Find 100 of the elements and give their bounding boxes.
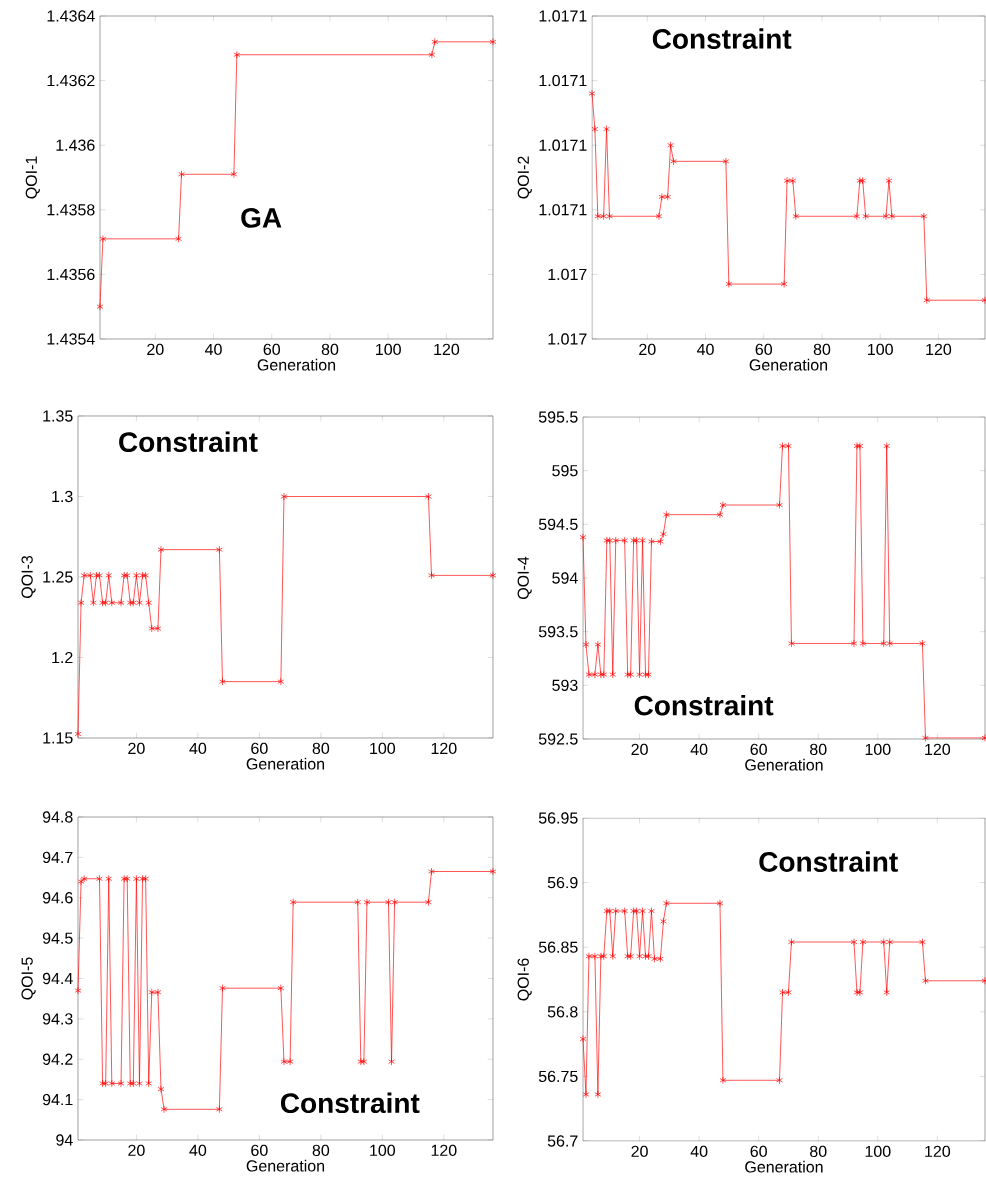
point xyxy=(585,670,593,679)
point xyxy=(630,536,637,545)
y-axis-title: QOI-4 xyxy=(517,556,532,600)
point xyxy=(99,598,106,607)
point xyxy=(658,193,666,201)
point xyxy=(776,501,783,509)
point xyxy=(603,125,610,133)
point xyxy=(74,730,82,738)
point xyxy=(233,50,241,59)
point xyxy=(862,212,869,221)
y-tick-label: 1.0171 xyxy=(539,139,587,151)
x-tick-label: 100 xyxy=(865,1145,891,1158)
point xyxy=(719,501,727,509)
point xyxy=(99,235,107,243)
x-tick-label: 60 xyxy=(750,1145,767,1158)
y-tick-label: 56.8 xyxy=(547,1006,578,1018)
point xyxy=(788,938,795,946)
point xyxy=(154,624,162,633)
y-tick-label: 94 xyxy=(56,1134,73,1146)
point xyxy=(126,1079,134,1088)
point xyxy=(853,988,861,997)
point xyxy=(719,1076,727,1085)
y-tick-label: 94.2 xyxy=(42,1053,73,1065)
y-axis-title: QOI-3 xyxy=(21,555,36,599)
point xyxy=(425,492,432,501)
point xyxy=(175,235,182,243)
annotation: Constraint xyxy=(652,28,792,49)
point xyxy=(120,874,128,883)
point xyxy=(157,545,165,554)
x-tick-label: 100 xyxy=(865,743,891,756)
point xyxy=(663,510,670,519)
x-tick-label: 120 xyxy=(926,343,952,356)
point xyxy=(609,670,617,679)
point xyxy=(588,89,596,98)
x-tick-label: 80 xyxy=(813,343,831,356)
point xyxy=(606,536,614,545)
point xyxy=(289,898,297,906)
point xyxy=(96,874,103,883)
point xyxy=(591,952,599,961)
x-axis-title: Generation xyxy=(246,1159,325,1172)
point xyxy=(859,938,867,946)
y-tick-label: 1.4362 xyxy=(47,74,95,87)
point xyxy=(621,536,629,545)
point xyxy=(648,537,655,546)
point xyxy=(664,193,672,201)
y-tick-label: 94.7 xyxy=(42,851,73,864)
x-tick-label: 120 xyxy=(925,743,951,756)
point xyxy=(579,1035,587,1043)
y-tick-label: 595 xyxy=(552,465,578,477)
y-tick-label: 593.5 xyxy=(538,626,578,638)
y-tick-label: 1.4364 xyxy=(47,10,95,22)
point xyxy=(783,176,791,185)
x-tick-label: 120 xyxy=(434,343,460,356)
x-tick-label: 100 xyxy=(376,343,401,356)
point xyxy=(219,984,226,992)
x-tick-label: 40 xyxy=(697,343,714,356)
point xyxy=(77,598,85,607)
point xyxy=(597,952,605,961)
point xyxy=(920,212,928,221)
point xyxy=(428,867,435,876)
point xyxy=(856,988,864,997)
x-tick-label: 120 xyxy=(431,1144,457,1157)
point xyxy=(489,571,497,580)
point xyxy=(606,907,614,915)
point xyxy=(582,1090,590,1099)
x-tick-label: 40 xyxy=(189,742,207,755)
x-axis-title: Generation xyxy=(745,758,823,771)
point xyxy=(428,50,436,59)
point xyxy=(93,571,100,580)
point xyxy=(600,952,608,961)
point xyxy=(80,874,88,883)
point xyxy=(853,212,861,221)
x-tick-label: 60 xyxy=(263,343,281,356)
point xyxy=(880,938,888,946)
point xyxy=(609,952,617,961)
y-tick-label: 595.5 xyxy=(538,411,578,423)
point xyxy=(391,898,398,906)
point xyxy=(230,170,238,179)
point xyxy=(591,125,599,133)
x-tick-label: 100 xyxy=(370,1144,396,1157)
point xyxy=(776,1076,783,1085)
point xyxy=(922,976,929,985)
x-tick-label: 60 xyxy=(251,742,268,755)
point xyxy=(670,157,677,166)
point xyxy=(431,38,439,46)
point xyxy=(145,1079,153,1088)
y-tick-label: 94.5 xyxy=(42,932,73,944)
x-tick-label: 40 xyxy=(189,1144,207,1157)
x-tick-label: 80 xyxy=(810,1145,827,1158)
point xyxy=(123,874,131,883)
y-tick-label: 94.8 xyxy=(42,811,73,823)
x-tick-label: 20 xyxy=(639,343,656,356)
point xyxy=(216,1105,223,1114)
annotation: Constraint xyxy=(634,694,774,716)
point xyxy=(594,1090,602,1099)
point xyxy=(139,571,146,580)
point xyxy=(160,1105,168,1114)
point xyxy=(145,598,153,607)
point xyxy=(136,598,143,607)
point xyxy=(621,907,629,915)
